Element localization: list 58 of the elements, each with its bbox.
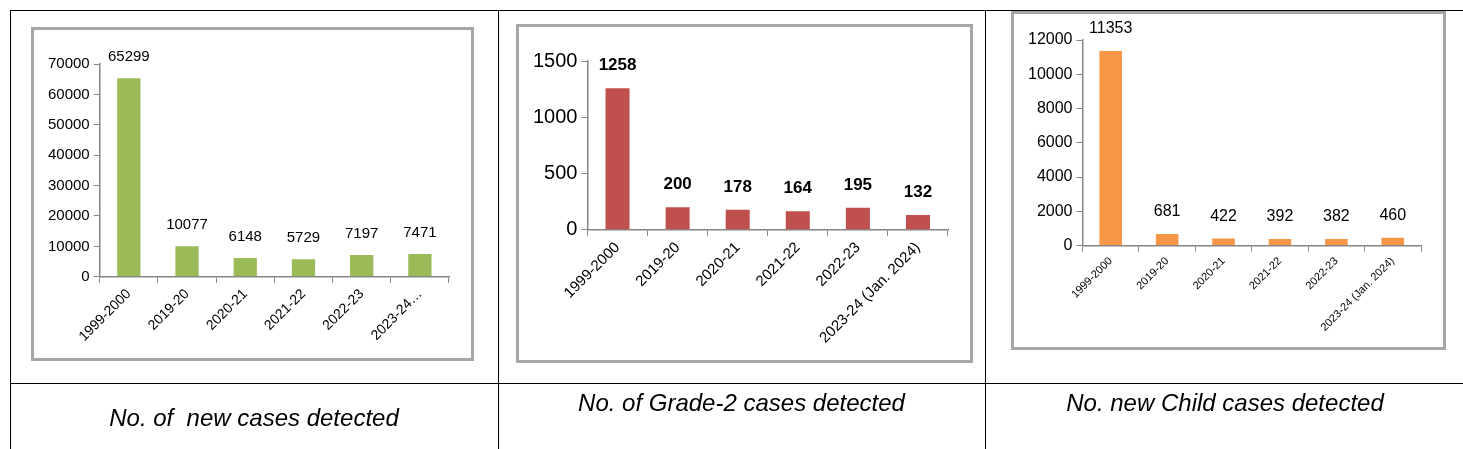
y-tick-label: 8000 (1036, 98, 1073, 116)
bar (175, 246, 199, 277)
bar (785, 211, 810, 230)
bar (725, 209, 750, 230)
data-label: 5729 (286, 228, 321, 246)
y-tick-label: 20000 (47, 206, 90, 224)
y-tick-label: 1500 (532, 48, 578, 71)
bar (605, 88, 630, 230)
data-label: 10077 (166, 214, 208, 232)
bar (233, 258, 257, 277)
y-tick-label: 70000 (47, 54, 90, 72)
data-label: 195 (843, 175, 873, 194)
data-label: 681 (1153, 202, 1181, 220)
data-label: 460 (1379, 206, 1407, 224)
bar (1325, 239, 1348, 246)
bar (1381, 237, 1405, 246)
y-tick-label: 500 (544, 161, 578, 184)
y-tick-label: 10000 (47, 236, 90, 254)
bar (117, 78, 141, 277)
data-label: 132 (903, 182, 933, 202)
y-tick-label: 60000 (47, 84, 90, 102)
data-label: 392 (1266, 207, 1294, 225)
y-tick-label: 40000 (47, 145, 90, 163)
y-tick-label: 0 (1063, 236, 1073, 254)
bar (408, 254, 432, 277)
bar (1155, 233, 1179, 246)
data-label: 382 (1323, 207, 1350, 225)
data-label: 65299 (107, 46, 150, 64)
bar (291, 259, 316, 277)
data-label: 6148 (228, 226, 262, 244)
y-tick-label: 1000 (532, 104, 578, 127)
data-label: 7471 (403, 222, 437, 240)
bar (845, 207, 870, 230)
data-label: 178 (723, 176, 752, 196)
y-tick-label: 12000 (1027, 30, 1073, 48)
y-tick-label: 0 (81, 266, 90, 284)
y-tick-label: 50000 (47, 114, 90, 132)
y-tick-label: 0 (566, 217, 578, 240)
bar (350, 254, 374, 277)
y-tick-label: 2000 (1036, 201, 1073, 219)
data-label: 1258 (598, 55, 637, 75)
y-tick-label: 10000 (1027, 64, 1073, 82)
y-tick-label: 6000 (1036, 133, 1073, 151)
bar (1268, 238, 1292, 246)
y-tick-label: 4000 (1036, 167, 1073, 185)
data-label: 422 (1210, 206, 1237, 224)
bar (1212, 238, 1235, 246)
bar (1099, 51, 1122, 246)
data-label: 200 (663, 174, 692, 194)
text: No. new Child cases detected (1065, 389, 1386, 417)
data-label: 7197 (344, 223, 379, 241)
text: No. of Grade-2 cases detected (577, 389, 907, 417)
bar (905, 214, 930, 230)
data-label: 11353 (1089, 19, 1133, 37)
text: No. of new cases detected (108, 404, 401, 432)
bar (665, 207, 690, 230)
data-label: 164 (783, 178, 813, 198)
y-tick-label: 30000 (47, 175, 90, 193)
